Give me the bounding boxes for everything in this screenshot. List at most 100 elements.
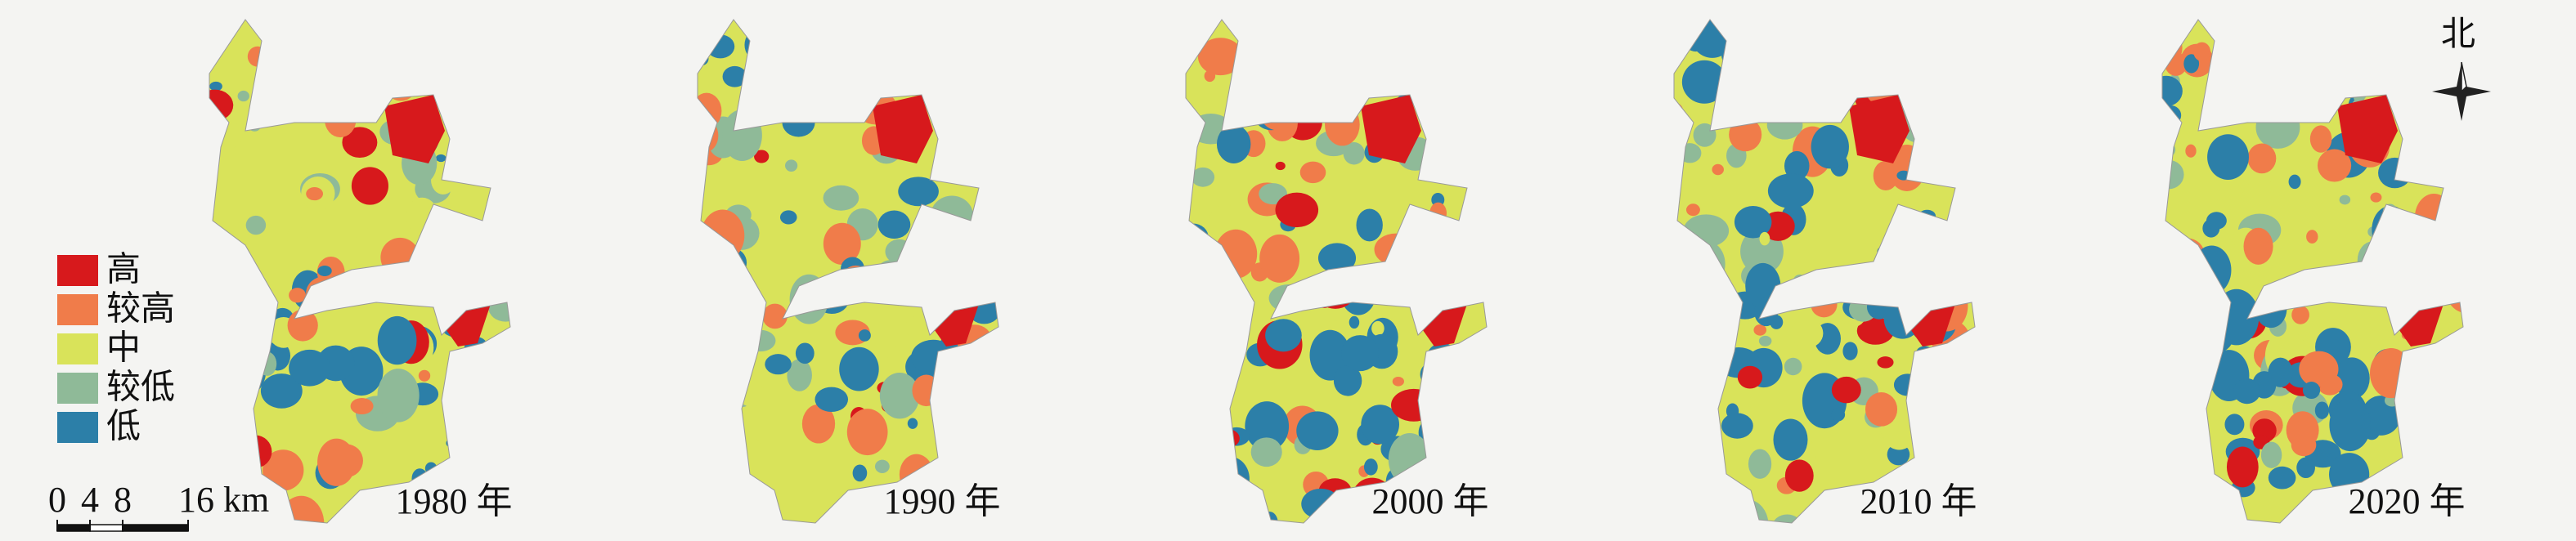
patch bbox=[808, 58, 848, 109]
patch bbox=[823, 185, 859, 211]
patch bbox=[912, 374, 940, 407]
patch bbox=[1214, 229, 1258, 279]
east-high bbox=[1415, 304, 1467, 347]
patch bbox=[1429, 202, 1447, 225]
maps bbox=[209, 19, 2464, 534]
patch bbox=[698, 118, 719, 153]
patch bbox=[485, 270, 500, 286]
patch bbox=[1186, 38, 1198, 60]
patch bbox=[1191, 167, 1215, 187]
patch bbox=[1865, 391, 1898, 427]
patch bbox=[840, 265, 872, 297]
patch bbox=[2339, 194, 2351, 205]
patch bbox=[2291, 433, 2317, 457]
patch bbox=[1440, 117, 1478, 145]
patch bbox=[718, 248, 747, 278]
map-fill bbox=[2162, 20, 2463, 523]
patch bbox=[483, 423, 499, 441]
patch bbox=[2393, 22, 2405, 36]
patch bbox=[931, 195, 973, 235]
patch bbox=[898, 177, 939, 207]
patch bbox=[2255, 105, 2300, 149]
patch bbox=[2271, 40, 2299, 72]
patch bbox=[2268, 357, 2293, 387]
patch bbox=[431, 47, 474, 93]
patch bbox=[1956, 357, 1975, 400]
patch bbox=[1926, 355, 1946, 382]
patch bbox=[722, 110, 762, 162]
patch bbox=[2224, 21, 2264, 51]
patch bbox=[317, 438, 356, 486]
patch bbox=[1674, 101, 1684, 120]
patch bbox=[1461, 51, 1487, 84]
patch bbox=[698, 230, 722, 262]
patch bbox=[1210, 510, 1246, 523]
patch bbox=[779, 210, 797, 225]
patch bbox=[1785, 38, 1818, 78]
patch bbox=[1333, 273, 1354, 293]
patch bbox=[795, 342, 815, 364]
patch bbox=[1754, 297, 1779, 327]
patch bbox=[420, 266, 433, 280]
patch bbox=[1904, 304, 1919, 321]
patch bbox=[2306, 230, 2318, 244]
east-high bbox=[1903, 304, 1955, 347]
patch bbox=[1330, 86, 1362, 109]
map-fill bbox=[698, 20, 999, 523]
patch bbox=[1186, 311, 1200, 335]
patch bbox=[1229, 305, 1254, 332]
patch bbox=[2191, 509, 2210, 523]
patch bbox=[1906, 233, 1952, 267]
patch bbox=[2378, 157, 2412, 189]
patch bbox=[1685, 203, 1700, 217]
patch bbox=[2255, 289, 2287, 329]
patch bbox=[2421, 124, 2460, 170]
patch bbox=[2370, 192, 2382, 203]
patch bbox=[1674, 302, 1704, 338]
patch bbox=[1880, 420, 1902, 441]
patch bbox=[1809, 490, 1845, 521]
patch bbox=[1216, 124, 1251, 163]
legend-swatch bbox=[57, 294, 98, 325]
patch bbox=[815, 387, 849, 413]
patch bbox=[2307, 288, 2324, 303]
patch bbox=[1842, 342, 1858, 360]
patch bbox=[1896, 170, 1911, 181]
patch bbox=[209, 358, 233, 386]
legend-label: 较高 bbox=[106, 288, 175, 329]
patch bbox=[1687, 240, 1726, 288]
patch bbox=[975, 38, 994, 56]
patch bbox=[483, 20, 498, 23]
patch bbox=[1801, 49, 1833, 74]
patch bbox=[1223, 329, 1249, 349]
patch bbox=[2268, 466, 2296, 490]
patch bbox=[1447, 20, 1487, 44]
patch bbox=[444, 463, 459, 474]
patch bbox=[698, 118, 712, 147]
patch bbox=[1678, 240, 1722, 281]
patch bbox=[2350, 20, 2391, 43]
patch bbox=[2336, 53, 2354, 74]
patch bbox=[351, 167, 388, 205]
patch bbox=[1759, 231, 1770, 246]
patch bbox=[1299, 161, 1326, 184]
patch bbox=[289, 288, 307, 303]
patch bbox=[936, 72, 981, 118]
patch bbox=[1748, 449, 1772, 479]
patch bbox=[2162, 405, 2183, 454]
patch bbox=[2181, 278, 2203, 302]
patch bbox=[289, 524, 301, 534]
patch bbox=[473, 102, 507, 136]
map-panel bbox=[697, 19, 999, 524]
patch bbox=[454, 413, 494, 464]
patch bbox=[1245, 401, 1290, 452]
patch bbox=[1773, 418, 1808, 461]
patch bbox=[756, 20, 797, 56]
patch bbox=[497, 224, 510, 260]
patch bbox=[1313, 20, 1346, 51]
patch bbox=[1784, 150, 1810, 181]
patch bbox=[938, 230, 956, 250]
patch bbox=[1900, 304, 1920, 322]
patch bbox=[1759, 96, 1781, 117]
map-panel bbox=[1185, 19, 1488, 524]
